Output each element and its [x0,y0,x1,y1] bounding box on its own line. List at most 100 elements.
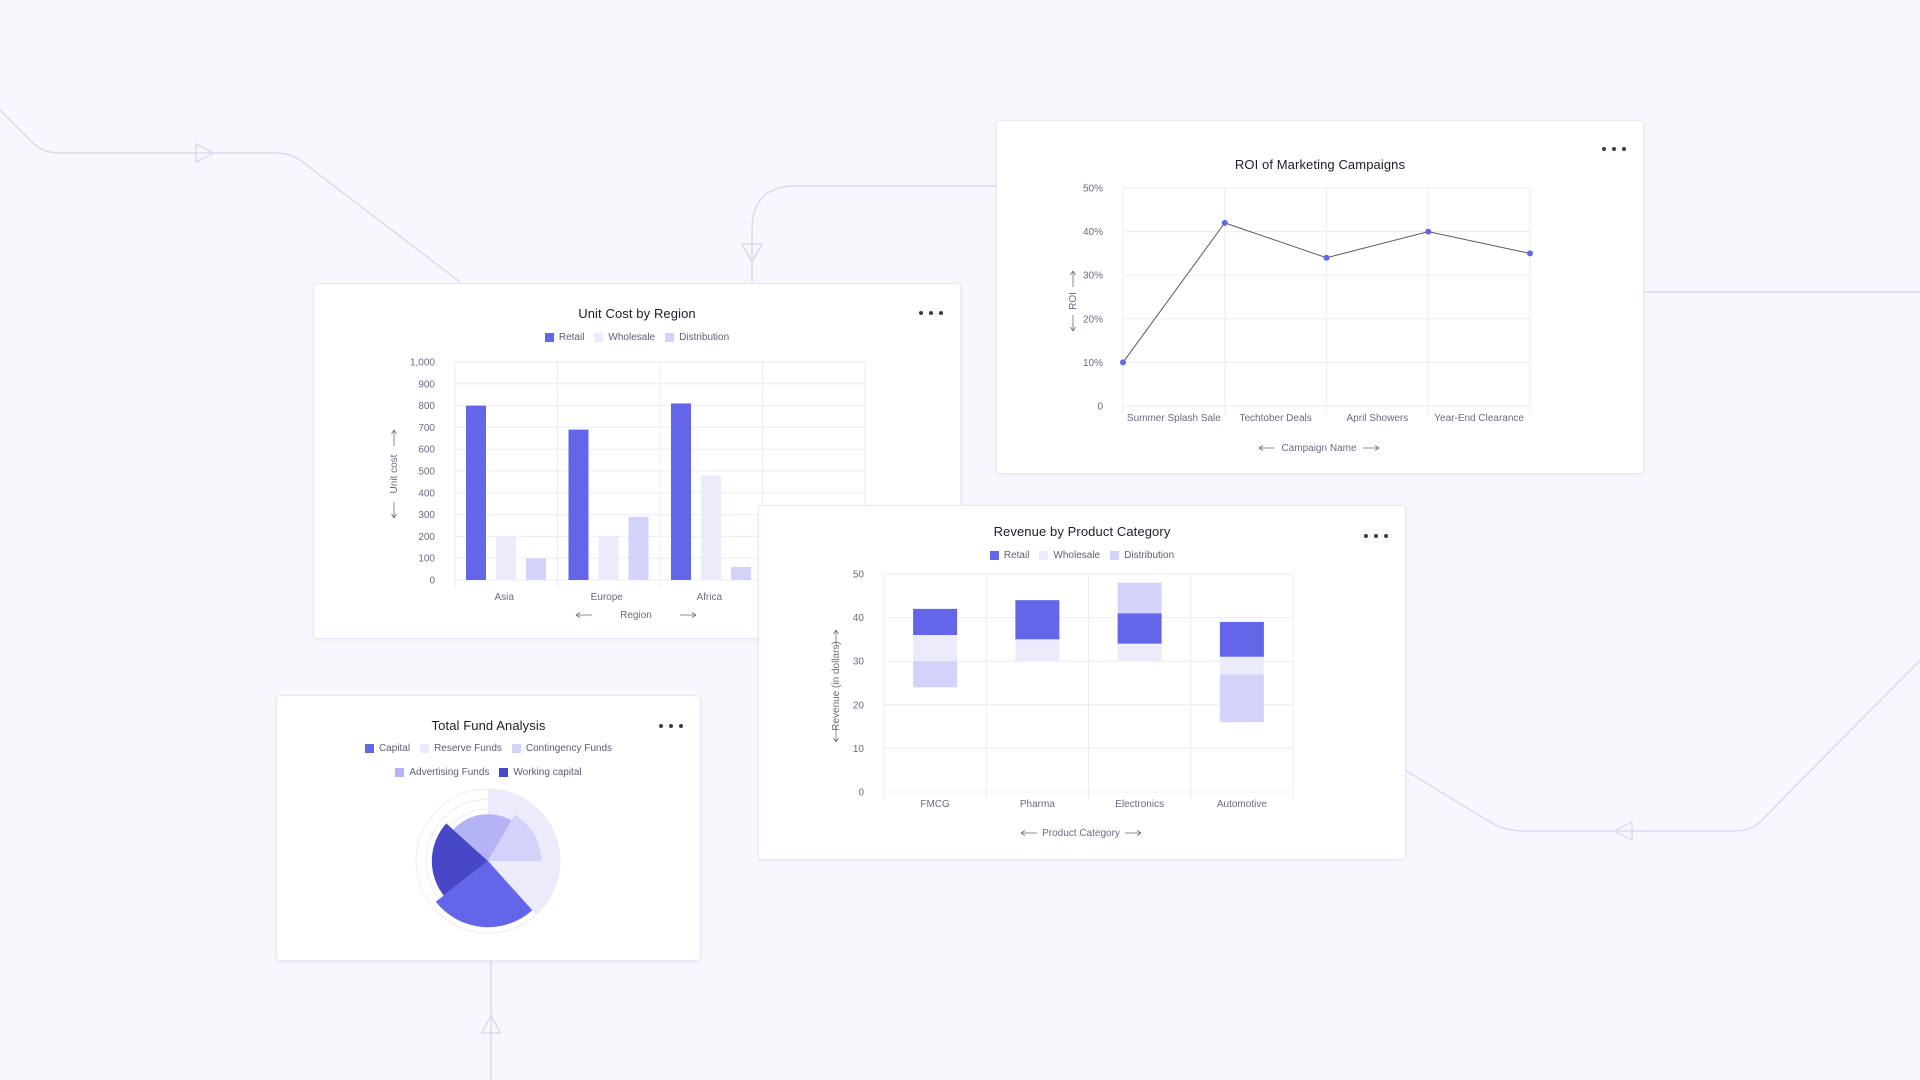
bar-segment-wholesale [913,635,958,662]
legend-item-wholesale[interactable]: Wholesale [594,332,655,343]
more-options-button[interactable] [659,719,683,733]
y-tick-label: 500 [418,467,435,478]
legend-swatch [544,333,554,342]
legend-label: Working capital [513,767,582,778]
arrow-right-icon [1125,830,1142,836]
bar-distribution [731,566,751,580]
bar-segment-distribution [1219,674,1264,723]
arrow-up-icon [481,1014,501,1034]
dot-icon [1602,147,1606,151]
bar-segment-wholesale [1219,656,1264,675]
dot-icon [1374,534,1378,538]
roi-point [1323,254,1330,261]
x-tick-label: Europe [591,592,624,603]
legend-item-distribution[interactable]: Distribution [1110,550,1174,561]
legend-swatch [364,744,374,753]
arrow-down-icon [1070,315,1076,332]
y-tick-label: 20% [1083,314,1103,325]
legend-item-advertising-funds[interactable]: Advertising Funds [395,767,489,778]
y-tick-label: 20 [853,700,865,711]
legend-label: Contingency Funds [525,743,613,754]
x-tick-label: April Showers [1347,413,1409,424]
y-tick-label: 100 [418,554,435,565]
legend-label: Advertising Funds [409,767,490,778]
connector-top-left [0,109,461,283]
y-axis-label: Unit cost [389,454,400,493]
bar-segment-distribution [1117,582,1162,614]
y-tick-label: 50% [1083,184,1103,195]
more-options-button[interactable] [1602,142,1626,156]
y-tick-label: 600 [418,445,435,456]
revenue-card: Revenue by Product Category Retail Whole… [758,505,1406,860]
y-tick-label: 40 [853,613,865,624]
arrow-up-icon [1070,270,1076,287]
y-tick-label: 30 [853,657,865,668]
dot-icon [929,311,933,315]
card-title: Unit Cost by Region [578,306,696,321]
card-title: Total Fund Analysis [431,718,546,733]
arrow-down-icon [391,502,397,519]
dot-icon [939,311,943,315]
y-tick-label: 0 [858,788,864,799]
slice-contingency-funds [488,814,542,861]
legend-swatch [989,551,999,560]
bar-segment-wholesale [1117,643,1162,662]
x-axis-label: Product Category [1042,828,1120,839]
x-tick-label: Year-End Clearance [1434,413,1524,424]
y-tick-label: 700 [418,423,435,434]
arrow-left-icon [575,612,592,618]
legend-swatch [1039,551,1049,560]
legend-swatch [594,333,604,342]
arrow-left-icon [1258,445,1275,451]
legend-item-retail[interactable]: Retail [544,332,585,343]
bar-retail [568,429,589,580]
x-tick-label: Asia [495,592,515,603]
arrow-right-icon [680,612,697,618]
y-tick-label: 800 [418,401,435,412]
arrow-right-icon [195,143,215,163]
legend-item-distribution[interactable]: Distribution [665,332,729,343]
legend-swatch [395,768,405,777]
legend-swatch [499,768,509,777]
bar-segment-wholesale [1015,639,1060,662]
legend-label: Retail [558,332,585,343]
dot-icon [1622,147,1626,151]
legend-label: Capital [378,743,411,754]
legend-item-contingency-funds[interactable]: Contingency Funds [511,743,613,754]
connector-bottom-right [1404,659,1920,832]
dot-icon [659,724,663,728]
chart-legend-row-2: Advertising Funds Working capital [277,767,700,778]
legend-item-working-capital[interactable]: Working capital [499,767,582,778]
y-tick-label: 10% [1083,358,1103,369]
legend-swatch [511,744,521,753]
y-tick-label: 10 [853,744,865,755]
roi-point [1527,250,1533,257]
dot-icon [679,724,683,728]
legend-item-capital[interactable]: Capital [364,743,411,754]
legend-item-wholesale[interactable]: Wholesale [1039,550,1100,561]
slice-capital [435,861,533,928]
y-axis-label: ROI [1068,292,1079,310]
revenue-chart: 0 10 20 30 40 50 FMCG Pharma Electronics Automoti… [831,570,1294,839]
bar-wholesale [598,536,619,580]
legend-label: Wholesale [608,332,656,343]
y-tick-label: 0 [1097,402,1103,413]
arrow-left-icon [1020,830,1037,836]
roi-point [1221,219,1228,226]
arrow-down-icon [833,726,839,743]
fund-chart [415,788,561,934]
arrow-left-icon [1613,821,1633,841]
slice-working-capital [431,823,488,896]
x-tick-label: Pharma [1020,799,1055,810]
legend-item-reserve-funds[interactable]: Reserve Funds [420,743,502,754]
more-options-button[interactable] [1364,529,1388,543]
legend-label: Reserve Funds [434,743,502,754]
more-options-button[interactable] [919,306,943,320]
legend-item-retail[interactable]: Retail [989,550,1029,561]
x-tick-label: Automotive [1217,799,1267,810]
y-tick-label: 300 [418,510,435,521]
dot-icon [669,724,673,728]
fund-card: Total Fund Analysis Capital Reserve Fund… [276,695,701,961]
dot-icon [919,311,923,315]
connector-top-middle [751,185,996,282]
